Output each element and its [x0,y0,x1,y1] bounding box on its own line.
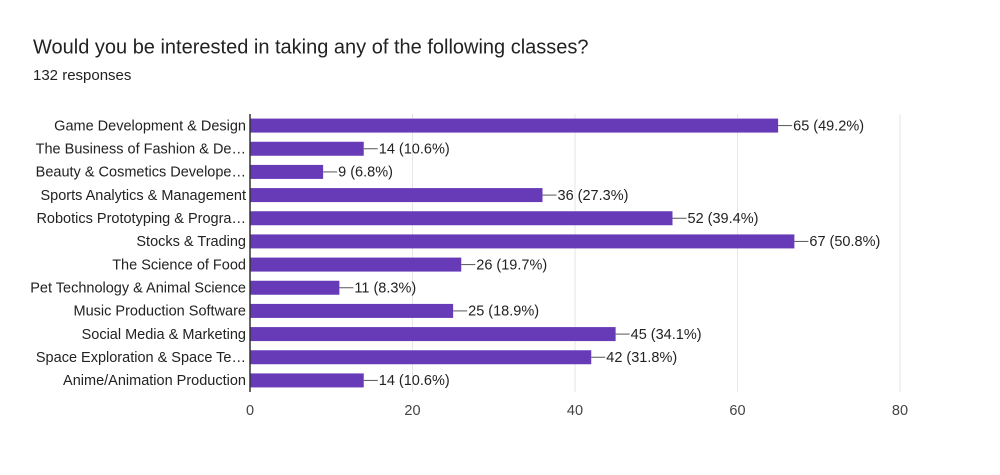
x-tick-label: 40 [567,403,583,419]
bar [250,234,795,249]
y-tick-label: The Science of Food [112,257,246,273]
y-tick-label: Beauty & Cosmetics Develope… [36,165,246,181]
y-tick-label: Social Media & Marketing [82,327,246,343]
value-label: 9 (6.8%) [338,165,393,181]
y-tick-label: Anime/Animation Production [63,373,246,389]
value-label: 26 (19.7%) [476,257,547,273]
bar [250,303,454,318]
y-tick-label: Robotics Prototyping & Progra… [36,211,246,227]
bar [250,327,616,342]
value-label: 25 (18.9%) [468,304,539,320]
bar [250,141,364,156]
value-label: 67 (50.8%) [809,234,880,250]
value-label: 14 (10.6%) [379,373,450,389]
y-tick-label: Music Production Software [74,304,246,320]
bar [250,280,340,295]
y-tick-label: Sports Analytics & Management [40,188,246,204]
value-label: 42 (31.8%) [606,350,677,366]
value-label: 45 (34.1%) [631,327,702,343]
y-tick-label: Stocks & Trading [136,234,246,250]
y-tick-label: Game Development & Design [54,118,246,134]
x-tick-label: 20 [404,403,420,419]
bar [250,211,673,226]
bar [250,350,592,365]
value-label: 65 (49.2%) [793,118,864,134]
chart-subtitle: 132 responses [33,67,131,84]
bar [250,373,364,388]
y-tick-label: Pet Technology & Animal Science [30,281,246,297]
value-label: 36 (27.3%) [558,188,629,204]
y-tick-label: Space Exploration & Space Te… [36,350,246,366]
value-label: 14 (10.6%) [379,142,450,158]
y-tick-label: The Business of Fashion & De… [36,142,246,158]
chart-title: Would you be interested in taking any of… [33,36,589,58]
bar [250,164,324,179]
bar [250,118,779,133]
bar [250,188,543,203]
value-label: 52 (39.4%) [688,211,759,227]
x-tick-label: 80 [892,403,908,419]
bar [250,257,462,272]
value-label: 11 (8.3%) [354,281,416,297]
x-tick-label: 60 [729,403,745,419]
x-tick-label: 0 [246,403,254,419]
